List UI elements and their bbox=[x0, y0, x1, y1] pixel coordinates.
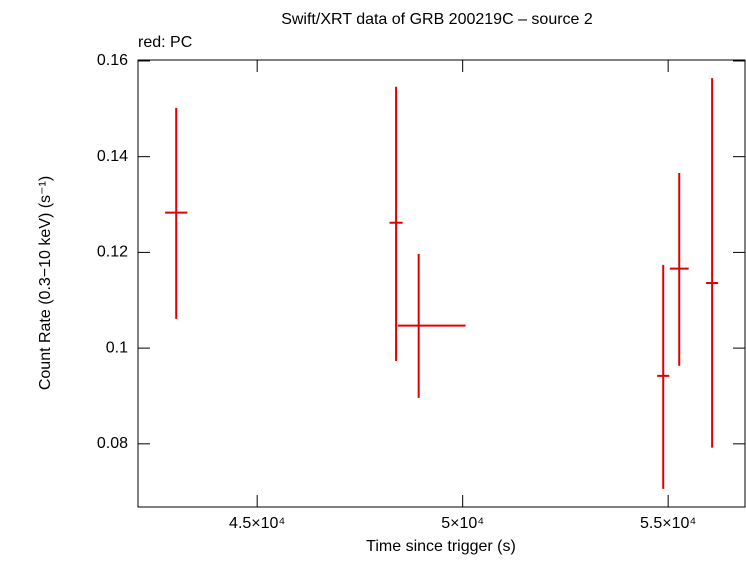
y-tick-label: 0.1 bbox=[106, 339, 128, 356]
y-tick-label: 0.12 bbox=[97, 244, 128, 261]
y-axis-label: Count Rate (0.3−10 keV) (s⁻¹) bbox=[37, 176, 54, 390]
x-tick-label: 5.5×10⁴ bbox=[640, 515, 696, 532]
x-tick-label: 5×10⁴ bbox=[441, 515, 484, 532]
y-tick-label: 0.14 bbox=[97, 148, 128, 165]
annotation: red: PC bbox=[138, 34, 192, 51]
x-tick-label: 4.5×10⁴ bbox=[229, 515, 285, 532]
x-axis-label: Time since trigger (s) bbox=[366, 538, 516, 555]
chart-title: Swift/XRT data of GRB 200219C – source 2 bbox=[281, 11, 593, 28]
y-tick-label: 0.16 bbox=[97, 52, 128, 69]
plot-frame bbox=[137, 59, 746, 508]
y-tick-label: 0.08 bbox=[97, 435, 128, 452]
